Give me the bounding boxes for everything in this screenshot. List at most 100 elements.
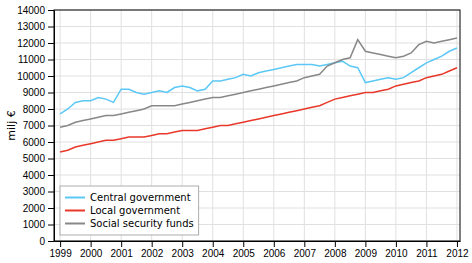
- tick-label: 8000: [23, 104, 46, 115]
- tick: 11000: [18, 54, 54, 65]
- tick-label: 2012: [446, 248, 469, 259]
- tick: 0: [39, 236, 54, 247]
- y-axis: 0 1000 2000 3000 4000 5000 6000 7000 8000 9000 100…: [17, 5, 54, 247]
- tick: 2003: [172, 241, 195, 259]
- tick-label: 12000: [17, 38, 45, 49]
- tick-label: 2003: [172, 248, 195, 259]
- grid-line-y: [54, 109, 460, 110]
- tick-label: 6000: [23, 137, 46, 148]
- tick-mark: [48, 27, 54, 28]
- tick-label: 9000: [23, 87, 46, 98]
- plot-frame: [54, 10, 460, 241]
- chart: 1999200020012002200320042005200620072008…: [0, 0, 472, 263]
- tick-label: 7000: [23, 120, 46, 131]
- legend-swatch: [65, 210, 85, 212]
- tick: 2011: [416, 241, 438, 259]
- tick-mark: [48, 43, 54, 44]
- x-axis: 1999200020012002200320042005200620072008…: [49, 241, 469, 259]
- tick: 14000: [17, 5, 54, 16]
- tick-label: 0: [39, 236, 45, 247]
- tick-mark: [48, 76, 54, 77]
- tick-label: 2002: [141, 248, 164, 259]
- grid-line-x: [304, 10, 305, 241]
- grid-line-y: [54, 59, 460, 60]
- grid-line-y: [54, 76, 460, 77]
- grid: [54, 10, 460, 241]
- tick-label: 4000: [23, 170, 46, 181]
- legend-label: Local government: [90, 205, 180, 216]
- legend-label: Central government: [90, 192, 191, 203]
- series-line: [60, 38, 457, 127]
- grid-line-x: [426, 10, 427, 241]
- tick-mark: [182, 241, 183, 247]
- tick-label: 2001: [111, 248, 134, 259]
- tick: 5000: [23, 153, 54, 164]
- tick-label: 11000: [18, 54, 46, 65]
- series-line: [60, 68, 457, 152]
- tick-mark: [457, 241, 458, 247]
- tick-mark: [48, 159, 54, 160]
- tick-label: 2000: [80, 248, 103, 259]
- grid-line-x: [273, 10, 274, 241]
- tick-label: 2006: [263, 248, 286, 259]
- tick-mark: [304, 241, 305, 247]
- tick: 2000: [23, 203, 54, 214]
- tick-label: 13000: [17, 21, 45, 32]
- tick: 6000: [23, 137, 54, 148]
- tick-mark: [48, 93, 54, 94]
- tick: 9000: [23, 87, 54, 98]
- tick-mark: [48, 241, 54, 242]
- tick: 4000: [23, 170, 54, 181]
- tick-mark: [213, 241, 214, 247]
- tick: 12000: [17, 38, 54, 49]
- tick-label: 2011: [416, 248, 438, 259]
- tick: 2010: [385, 241, 408, 259]
- tick-mark: [48, 192, 54, 193]
- legend-entry: Central government: [65, 192, 191, 203]
- grid-line-x: [243, 10, 244, 241]
- grid-line-y: [54, 175, 460, 176]
- grid-line-x: [365, 10, 366, 241]
- tick: 7000: [23, 120, 54, 131]
- tick-mark: [48, 109, 54, 110]
- grid-line-x: [456, 10, 457, 241]
- plot: 1999200020012002200320042005200620072008…: [17, 5, 469, 259]
- tick-mark: [48, 60, 54, 61]
- tick-mark: [48, 10, 54, 11]
- tick-mark: [48, 225, 54, 226]
- lines: [60, 38, 457, 152]
- tick: 1999: [49, 241, 72, 259]
- tick-mark: [152, 241, 153, 247]
- legend-entry: Social security funds: [65, 218, 194, 229]
- legend-swatch: [65, 197, 85, 199]
- tick-label: 2009: [355, 248, 378, 259]
- tick: 1000: [23, 219, 54, 230]
- legend-swatch: [65, 223, 85, 225]
- tick-mark: [274, 241, 275, 247]
- tick: 2012: [446, 241, 469, 259]
- grid-line-y: [54, 158, 460, 159]
- tick-mark: [48, 208, 54, 209]
- tick-label: 5000: [23, 153, 46, 164]
- tick-mark: [335, 241, 336, 247]
- legend-entry: Local government: [65, 205, 180, 216]
- tick-mark: [121, 241, 122, 247]
- tick: 2001: [111, 241, 134, 259]
- tick: 2004: [202, 241, 225, 259]
- tick-label: 2005: [233, 248, 256, 259]
- tick: 13000: [17, 21, 54, 32]
- tick-mark: [48, 126, 54, 127]
- grid-line-x: [212, 10, 213, 241]
- grid-line-y: [54, 92, 460, 93]
- legend: Central government Local government Social…: [60, 186, 199, 235]
- tick: 8000: [23, 104, 54, 115]
- tick-label: 2007: [294, 248, 317, 259]
- tick: 2007: [294, 241, 317, 259]
- tick-mark: [396, 241, 397, 247]
- tick: 2000: [80, 241, 103, 259]
- grid-line-x: [395, 10, 396, 241]
- tick: 10000: [17, 71, 54, 82]
- tick: 3000: [23, 186, 54, 197]
- grid-line-y: [54, 26, 460, 27]
- tick: 2009: [355, 241, 378, 259]
